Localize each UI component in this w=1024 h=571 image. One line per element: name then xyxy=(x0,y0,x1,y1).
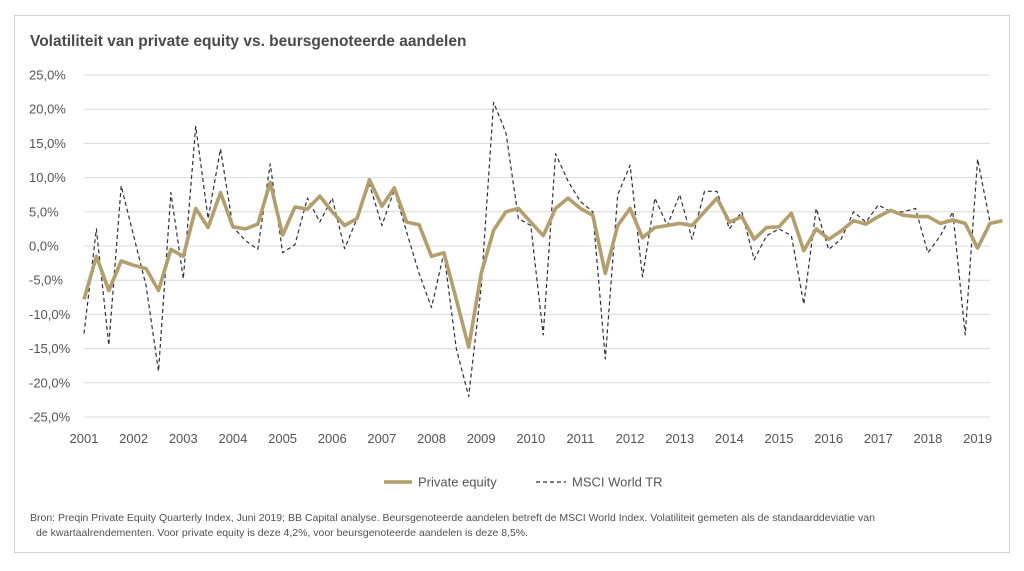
series-line-msci-world-tr xyxy=(83,101,991,398)
x-tick-label: 2015 xyxy=(765,431,794,446)
y-tick-label: 15,0% xyxy=(29,136,66,151)
y-tick-label: -15,0% xyxy=(29,341,71,356)
y-tick-label: 20,0% xyxy=(29,102,66,117)
x-tick-label: 2004 xyxy=(218,431,247,446)
x-tick-label: 2008 xyxy=(417,431,446,446)
x-tick-label: 2007 xyxy=(367,431,396,446)
series-line-private-equity xyxy=(82,177,1003,350)
y-tick-label: -20,0% xyxy=(29,375,71,390)
legend-label-msci-world-tr: MSCI World TR xyxy=(572,475,663,490)
x-tick-label: 2013 xyxy=(665,431,694,446)
x-tick-label: 2019 xyxy=(963,431,992,446)
x-tick-label: 2011 xyxy=(566,431,594,446)
y-tick-label: -5,0% xyxy=(29,273,63,288)
x-tick-label: 2003 xyxy=(169,431,198,446)
source-note: Bron: Preqin Private Equity Quarterly In… xyxy=(30,511,980,541)
x-tick-label: 2010 xyxy=(516,431,545,446)
y-tick-label: 5,0% xyxy=(29,204,59,219)
y-tick-label: 25,0% xyxy=(29,68,66,83)
legend-label-private-equity: Private equity xyxy=(418,475,497,490)
source-line-2: de kwartaalrendementen. Voor private equ… xyxy=(36,527,529,539)
chart-frame xyxy=(14,15,1010,553)
x-tick-label: 2009 xyxy=(467,431,496,446)
x-tick-label: 2001 xyxy=(70,431,99,446)
x-tick-label: 2018 xyxy=(913,431,942,446)
x-tick-label: 2012 xyxy=(616,431,645,446)
x-tick-label: 2014 xyxy=(715,431,744,446)
x-tick-label: 2017 xyxy=(864,431,893,446)
chart-title: Volatiliteit van private equity vs. beur… xyxy=(30,33,467,50)
y-tick-label: -10,0% xyxy=(29,307,71,322)
source-line-1: Bron: Preqin Private Equity Quarterly In… xyxy=(30,512,875,524)
y-tick-label: 10,0% xyxy=(29,170,66,185)
y-tick-label: -25,0% xyxy=(29,410,71,425)
x-tick-label: 2016 xyxy=(814,431,843,446)
x-tick-label: 2002 xyxy=(119,431,148,446)
x-tick-label: 2005 xyxy=(268,431,297,446)
x-tick-label: 2006 xyxy=(318,431,347,446)
y-tick-label: 0,0% xyxy=(29,239,59,254)
